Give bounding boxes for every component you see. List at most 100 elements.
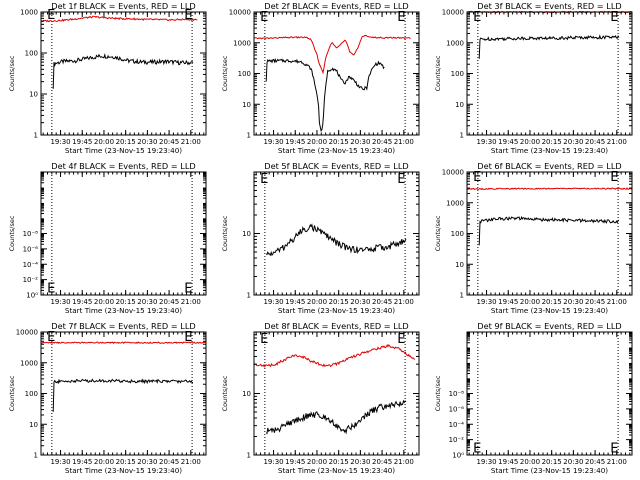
series-lld-line xyxy=(253,34,411,75)
x-tick-label: 20:30 xyxy=(350,138,370,146)
series-events-line xyxy=(478,34,620,59)
x-tick-label: 20:30 xyxy=(563,138,583,146)
x-tick-label: 20:15 xyxy=(329,458,349,466)
x-tick-label: 20:00 xyxy=(307,138,327,146)
y-tick-label: 1000 xyxy=(233,39,251,47)
x-tick-label: 20:45 xyxy=(585,138,605,146)
x-tick-label: 19:30 xyxy=(50,298,70,306)
x-tick-label: 20:30 xyxy=(137,298,157,306)
x-tick-label: 20:30 xyxy=(563,458,583,466)
x-tick-label: 20:30 xyxy=(137,138,157,146)
eclipse-marker-label: E xyxy=(610,170,618,185)
x-tick-label: 20:45 xyxy=(372,458,392,466)
x-tick-label: 20:45 xyxy=(372,298,392,306)
x-tick-label: 20:45 xyxy=(585,458,605,466)
chart-panel-2: Det 2f BLACK = Events, RED = LLD 1 10 100 10… xyxy=(221,1,420,155)
x-tick-label: 20:45 xyxy=(585,298,605,306)
chart-panel-1: Det 1f BLACK = Events, RED = LLD 1 10 100 10… xyxy=(8,1,207,155)
y-tick-label: 1000 xyxy=(20,359,38,367)
x-axis-label: Start Time (23-Nov-15 19:23:40) xyxy=(491,146,608,155)
eclipse-marker-label: E xyxy=(47,8,55,23)
series-lld-line xyxy=(466,187,633,191)
x-tick-label: 21:00 xyxy=(607,298,627,306)
y-tick-label: 10⁻⁸ xyxy=(449,390,465,398)
eclipse-marker-label: E xyxy=(184,8,192,23)
x-tick-label: 20:30 xyxy=(137,458,157,466)
chart-title: Det 1f BLACK = Events, RED = LLD xyxy=(51,1,195,11)
x-tick-label: 20:30 xyxy=(350,298,370,306)
x-tick-label: 20:00 xyxy=(307,298,327,306)
x-axis-label: Start Time (23-Nov-15 19:23:40) xyxy=(65,146,182,155)
series-lld-line xyxy=(253,343,416,368)
x-tick-label: 20:45 xyxy=(372,138,392,146)
chart-title: Det 7f BLACK = Events, RED = LLD xyxy=(51,321,195,331)
series-events-line xyxy=(52,378,193,412)
chart-panel-6: Det 6f BLACK = Events, RED = LLD 1 10 100 10… xyxy=(434,161,633,315)
y-tick-label: 100 xyxy=(25,50,38,58)
x-tick-label: 19:30 xyxy=(476,458,496,466)
plot-frame xyxy=(253,11,420,136)
series-events-line xyxy=(265,57,385,133)
x-tick-label: 20:00 xyxy=(307,458,327,466)
y-tick-label: 10000 xyxy=(442,169,464,177)
x-tick-label: 20:00 xyxy=(520,298,540,306)
y-tick-label: 100 xyxy=(238,70,251,78)
chart-title: Det 8f BLACK = Events, RED = LLD xyxy=(264,321,408,331)
y-axis-label: Counts/sec xyxy=(221,375,229,411)
x-tick-label: 20:00 xyxy=(94,298,114,306)
y-tick-label: 1 xyxy=(247,132,251,140)
chart-title: Det 5f BLACK = Events, RED = LLD xyxy=(264,161,408,171)
y-tick-label: 100 xyxy=(451,70,464,78)
y-tick-label: 1 xyxy=(34,452,38,460)
y-tick-label: 100 xyxy=(25,390,38,398)
eclipse-marker-label: E xyxy=(610,10,618,25)
x-tick-label: 19:45 xyxy=(72,458,92,466)
eclipse-marker-label: E xyxy=(473,442,481,457)
x-tick-label: 19:30 xyxy=(50,138,70,146)
chart-title: Det 6f BLACK = Events, RED = LLD xyxy=(477,161,621,171)
y-tick-label: 1 xyxy=(34,132,38,140)
y-tick-label: 10⁻⁴ xyxy=(23,261,39,269)
x-tick-label: 19:30 xyxy=(263,138,283,146)
plot-frame xyxy=(466,331,633,456)
plot-frame xyxy=(40,171,207,296)
x-tick-label: 19:45 xyxy=(498,138,518,146)
eclipse-marker-label: E xyxy=(473,170,481,185)
x-tick-label: 20:15 xyxy=(542,298,562,306)
y-tick-label: 10⁰ xyxy=(26,292,38,300)
x-tick-label: 21:00 xyxy=(181,298,201,306)
y-tick-label: 10000 xyxy=(229,9,251,17)
y-tick-label: 1 xyxy=(460,132,464,140)
y-tick-label: 10 xyxy=(455,101,464,109)
chart-panel-8: Det 8f BLACK = Events, RED = LLD 1 10 19:30… xyxy=(221,321,420,475)
chart-panel-4: Det 4f BLACK = Events, RED = LLD 10⁰ 10⁻² 1… xyxy=(8,161,207,315)
x-tick-label: 20:30 xyxy=(563,298,583,306)
eclipse-marker-label: E xyxy=(397,332,405,347)
x-tick-label: 19:45 xyxy=(72,298,92,306)
y-tick-label: 10 xyxy=(29,91,38,99)
y-tick-label: 10000 xyxy=(442,9,464,17)
x-tick-label: 19:45 xyxy=(498,298,518,306)
x-tick-label: 19:30 xyxy=(476,138,496,146)
y-axis-label: Counts/sec xyxy=(8,215,16,251)
x-axis-label: Start Time (23-Nov-15 19:23:40) xyxy=(65,466,182,475)
x-tick-label: 19:45 xyxy=(285,138,305,146)
series-events-line xyxy=(265,399,407,435)
x-tick-label: 19:30 xyxy=(476,298,496,306)
x-axis-label: Start Time (23-Nov-15 19:23:40) xyxy=(278,466,395,475)
chart-title: Det 2f BLACK = Events, RED = LLD xyxy=(264,1,408,11)
y-tick-label: 1 xyxy=(247,292,251,300)
x-tick-label: 20:00 xyxy=(520,138,540,146)
x-axis-label: Start Time (23-Nov-15 19:23:40) xyxy=(491,306,608,315)
x-tick-label: 19:30 xyxy=(50,458,70,466)
y-tick-label: 10⁻⁶ xyxy=(23,245,39,253)
series-lld-line xyxy=(40,341,207,345)
eclipse-marker-label: E xyxy=(260,10,268,25)
x-axis-label: Start Time (23-Nov-15 19:23:40) xyxy=(65,306,182,315)
y-tick-label: 10 xyxy=(242,390,251,398)
eclipse-marker-label: E xyxy=(397,172,405,187)
x-tick-label: 20:15 xyxy=(329,138,349,146)
eclipse-marker-label: E xyxy=(47,330,55,345)
y-axis-label: Counts/sec xyxy=(434,375,442,411)
eclipse-marker-label: E xyxy=(473,10,481,25)
